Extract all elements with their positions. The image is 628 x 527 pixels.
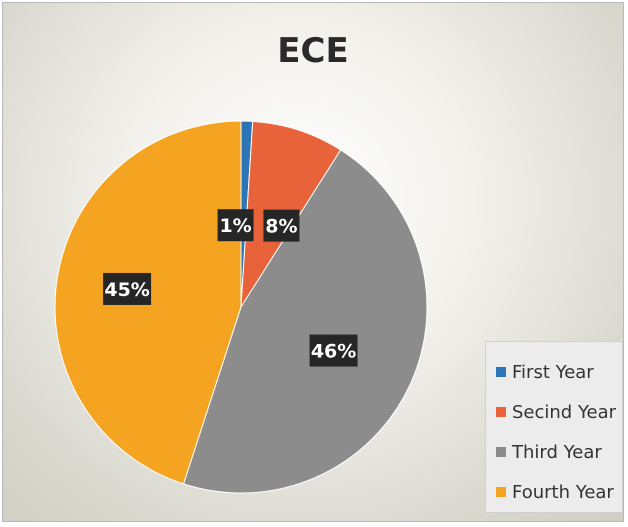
legend-item: Secind Year (486, 392, 622, 432)
legend-label: Secind Year (512, 401, 617, 423)
pie-chart: 1% 8% 46% 45% (54, 120, 428, 494)
legend-label: Third Year (512, 441, 602, 463)
legend-label: First Year (512, 361, 594, 383)
chart-frame: ECE 1% 8% 46% 45% First Year Secind Year Thir… (2, 2, 624, 522)
data-label-fourth-year: 45% (103, 272, 152, 305)
legend-item: Fourth Year (486, 472, 622, 512)
legend-swatch (496, 367, 506, 377)
legend-swatch (496, 447, 506, 457)
legend-item: Third Year (486, 432, 622, 472)
legend: First Year Secind Year Third Year Fourth Ye… (485, 341, 623, 513)
legend-swatch (496, 407, 506, 417)
svg-text:8%: 8% (265, 216, 297, 238)
svg-text:1%: 1% (219, 215, 251, 237)
legend-item: First Year (486, 352, 622, 392)
svg-text:45%: 45% (104, 279, 149, 301)
legend-swatch (496, 487, 506, 497)
data-label-third-year: 46% (309, 334, 358, 367)
svg-text:46%: 46% (311, 341, 356, 363)
legend-label: Fourth Year (512, 481, 614, 503)
pie-slice-third-year (182, 149, 428, 494)
data-label-first-year: 1% (217, 209, 254, 242)
chart-title: ECE (277, 31, 349, 71)
data-label-secind-year: 8% (263, 209, 300, 242)
